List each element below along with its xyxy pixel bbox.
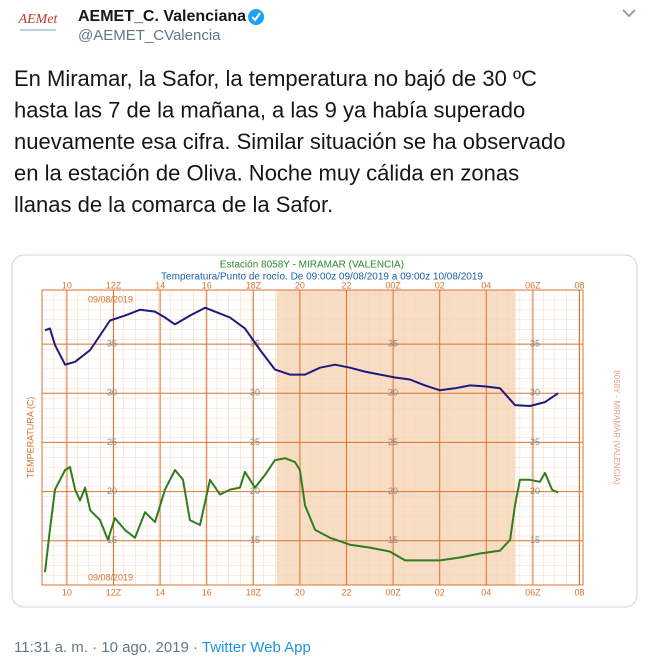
y-tick-label: 35: [107, 338, 117, 348]
y-tick-label: 35: [388, 338, 398, 348]
x-tick-label-top: 16: [202, 280, 212, 290]
x-tick-label-top: 10: [62, 280, 72, 290]
tweet-text: En Miramar, la Safor, la temperatura no …: [14, 66, 566, 217]
verified-badge: [248, 9, 265, 25]
right-label: 8058Y - MIRAMAR (VALENCIA): [612, 370, 621, 485]
tweet-text-line: En Miramar, la Safor, la temperatura no …: [14, 66, 537, 91]
tweet-text-line: llanas de la comarca de la Safor.: [14, 192, 333, 217]
y-tick-label: 35: [530, 338, 540, 348]
y-tick-label: 20: [250, 486, 260, 496]
x-tick-label-top: 04: [481, 280, 491, 290]
chart-subtitle: Temperatura/Punto de rocío. De 09:00z 09…: [161, 272, 483, 283]
chart-title: Estación 8058Y - MIRAMAR (VALENCIA): [220, 260, 404, 271]
y-tick-label: 15: [250, 535, 260, 545]
x-tick-label-top: 18Z: [246, 280, 262, 290]
date-top: 09/08/2019: [88, 294, 133, 304]
tweet-text-line: hasta las 7 de la mañana, a las 9 ya hab…: [14, 97, 525, 122]
x-tick-label-bottom: 22: [342, 587, 352, 597]
chart: Estación 8058Y - MIRAMAR (VALENCIA)Tempe…: [25, 260, 621, 598]
tweet-text-line: en la estación de Oliva. Noche muy cálid…: [14, 160, 519, 185]
x-tick-label-top: 14: [155, 280, 165, 290]
user-name[interactable]: AEMET_C. Valenciana: [78, 8, 246, 25]
y-tick-label: 30: [250, 388, 260, 398]
menu-chevron[interactable]: [622, 9, 636, 18]
x-tick-label-top: 02: [435, 280, 445, 290]
series-line: [44, 306, 559, 407]
x-tick-label-bottom: 04: [481, 587, 491, 597]
x-tick-label-top: 22: [342, 280, 352, 290]
x-tick-label-bottom: 20: [295, 587, 305, 597]
x-tick-label-top: 06Z: [525, 280, 541, 290]
y-tick-label: 20: [530, 486, 540, 496]
x-tick-label-bottom: 10: [62, 587, 72, 597]
x-tick-label-bottom: 06Z: [525, 587, 541, 597]
x-tick-label-bottom: 18Z: [246, 587, 262, 597]
x-tick-label-top: 12Z: [106, 280, 122, 290]
tweet-meta: 11:31 a. m. · 10 ago. 2019 · Twitter Web…: [14, 639, 311, 656]
x-tick-label-bottom: 02: [435, 587, 445, 597]
y-tick-label: 15: [107, 535, 117, 545]
y-tick-label: 20: [107, 486, 117, 496]
timestamp: 11:31 a. m. · 10 ago. 2019 ·: [14, 639, 198, 656]
y-tick-label: 30: [388, 388, 398, 398]
user-handle[interactable]: @AEMET_CValencia: [78, 27, 221, 44]
avatar[interactable]: AEMet: [14, 6, 62, 46]
x-tick-label-bottom: 16: [202, 587, 212, 597]
plot-frame: [41, 289, 584, 586]
y-axis-label: TEMPERATURA (C): [25, 397, 35, 479]
x-tick-label-top: 08: [574, 280, 584, 290]
x-tick-label-top: 20: [295, 280, 305, 290]
y-tick-label: 15: [530, 535, 540, 545]
x-tick-label-bottom: 00Z: [385, 587, 401, 597]
series-line: [44, 457, 559, 573]
x-tick-label-bottom: 12Z: [106, 587, 122, 597]
avatar-text: AEMet: [18, 12, 59, 27]
date-bottom: 09/08/2019: [88, 572, 133, 582]
night-band: [276, 290, 516, 585]
y-tick-label: 30: [107, 388, 117, 398]
y-tick-label: 15: [388, 535, 398, 545]
y-tick-label: 30: [530, 388, 540, 398]
tweet-text-line: nuevamente esa cifra. Similar situación …: [14, 129, 566, 154]
y-tick-label: 25: [250, 437, 260, 447]
x-tick-label-bottom: 08: [574, 587, 584, 597]
y-tick-label: 25: [530, 437, 540, 447]
x-tick-label-top: 00Z: [385, 280, 401, 290]
y-tick-label: 25: [388, 437, 398, 447]
y-tick-label: 20: [388, 486, 398, 496]
y-tick-label: 25: [107, 437, 117, 447]
x-tick-label-bottom: 14: [155, 587, 165, 597]
source-link[interactable]: Twitter Web App: [202, 639, 311, 656]
